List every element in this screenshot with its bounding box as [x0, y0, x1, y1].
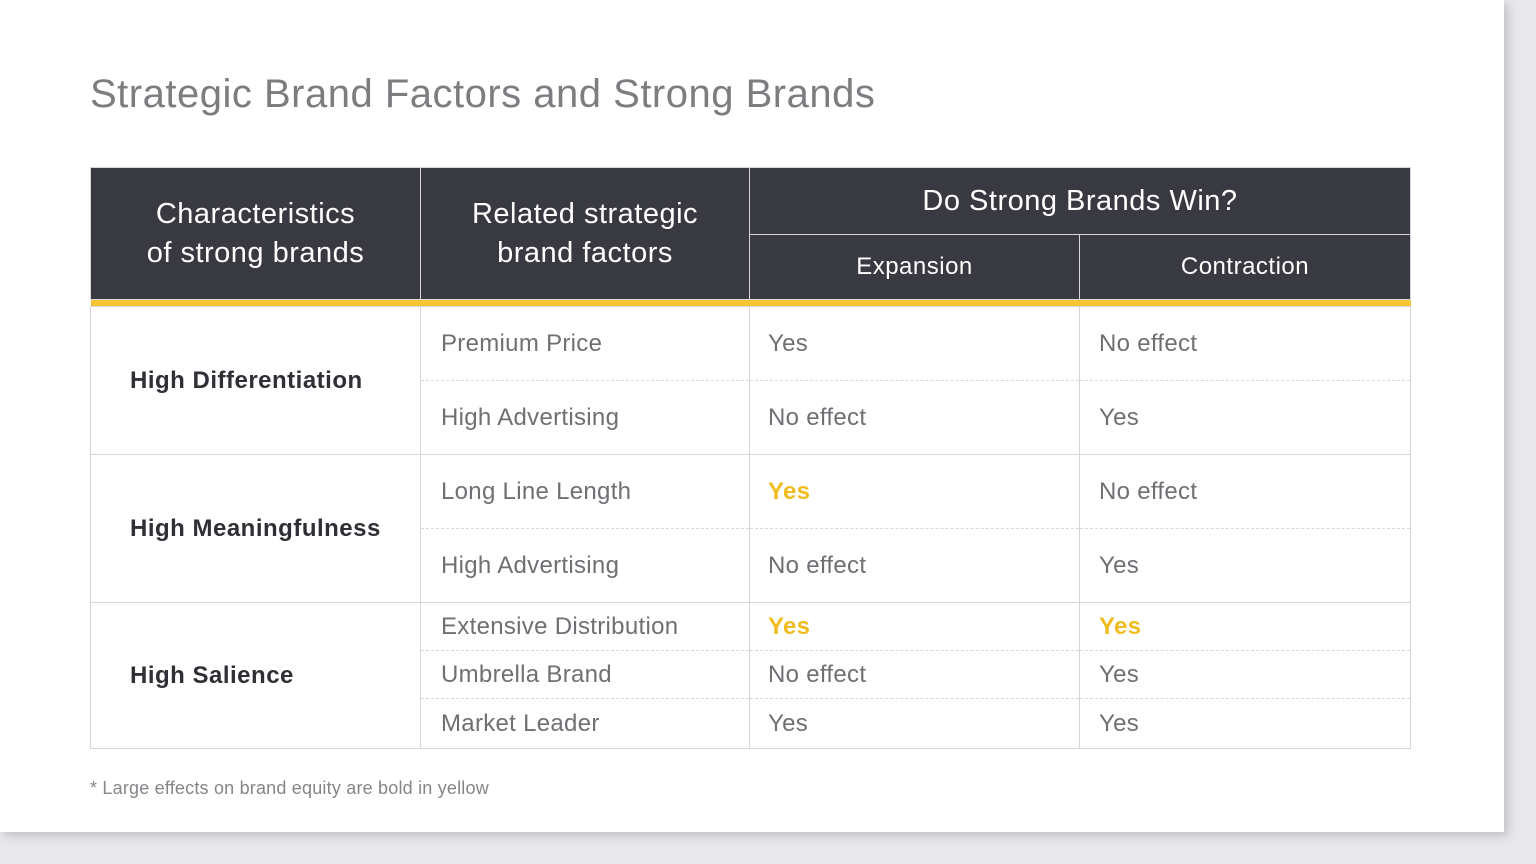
header-contraction: Contraction [1079, 234, 1411, 300]
header-accent-bar [90, 299, 1411, 307]
header-characteristics-line1: Characteristics [155, 197, 356, 230]
page-title: Strategic Brand Factors and Strong Brand… [90, 72, 876, 116]
expansion-cell: Yes [749, 306, 1080, 381]
expansion-cell: Yes [749, 698, 1080, 749]
contraction-cell: No effect [1079, 306, 1411, 381]
contraction-cell: Yes [1079, 650, 1411, 699]
header-do-strong-brands-win: Do Strong Brands Win? [749, 167, 1411, 235]
characteristic-cell: High Salience [90, 602, 421, 749]
table-row: Market Leader Yes Yes [91, 698, 1411, 749]
table-row: Umbrella Brand No effect Yes [91, 650, 1411, 699]
table-row: High Salience Extensive Distribution Yes… [90, 602, 1411, 749]
contraction-cell: Yes [1079, 380, 1411, 455]
brand-factors-table: Characteristics of strong brands Related… [90, 167, 1411, 749]
footnote: * Large effects on brand equity are bold… [90, 778, 489, 798]
expansion-cell: No effect [749, 528, 1080, 603]
table-row: High Differentiation Premium Price Yes N… [90, 306, 1411, 455]
factor-cell: Premium Price [420, 306, 750, 381]
factor-cell: High Advertising [420, 528, 750, 603]
contraction-cell-highlighted: Yes [1079, 602, 1411, 651]
factor-cell: Extensive Distribution [420, 602, 750, 651]
contraction-cell: No effect [1079, 454, 1411, 529]
expansion-cell-highlighted: Yes [749, 602, 1080, 651]
header-factors: Related strategic brand factors [420, 167, 750, 300]
header-characteristics: Characteristics of strong brands [90, 167, 421, 300]
expansion-cell: No effect [749, 650, 1080, 699]
expansion-cell-highlighted: Yes [749, 454, 1080, 529]
characteristic-cell: High Meaningfulness [90, 454, 421, 603]
factor-cell: Long Line Length [420, 454, 750, 529]
header-factors-line2: brand factors [497, 236, 673, 269]
characteristic-cell: High Differentiation [90, 306, 421, 455]
factor-cell: Market Leader [420, 698, 750, 749]
expansion-cell: No effect [749, 380, 1080, 455]
contraction-cell: Yes [1079, 528, 1411, 603]
contraction-cell: Yes [1079, 698, 1411, 749]
table-row: High Meaningfulness Long Line Length Yes… [90, 454, 1411, 603]
header-characteristics-line2: of strong brands [146, 236, 365, 269]
slide: Strategic Brand Factors and Strong Brand… [0, 0, 1504, 832]
header-factors-line1: Related strategic [471, 197, 699, 230]
factor-cell: Umbrella Brand [420, 650, 750, 699]
header-expansion: Expansion [749, 234, 1080, 300]
factor-cell: High Advertising [420, 380, 750, 455]
table-row: High Advertising No effect Yes [91, 380, 1411, 455]
